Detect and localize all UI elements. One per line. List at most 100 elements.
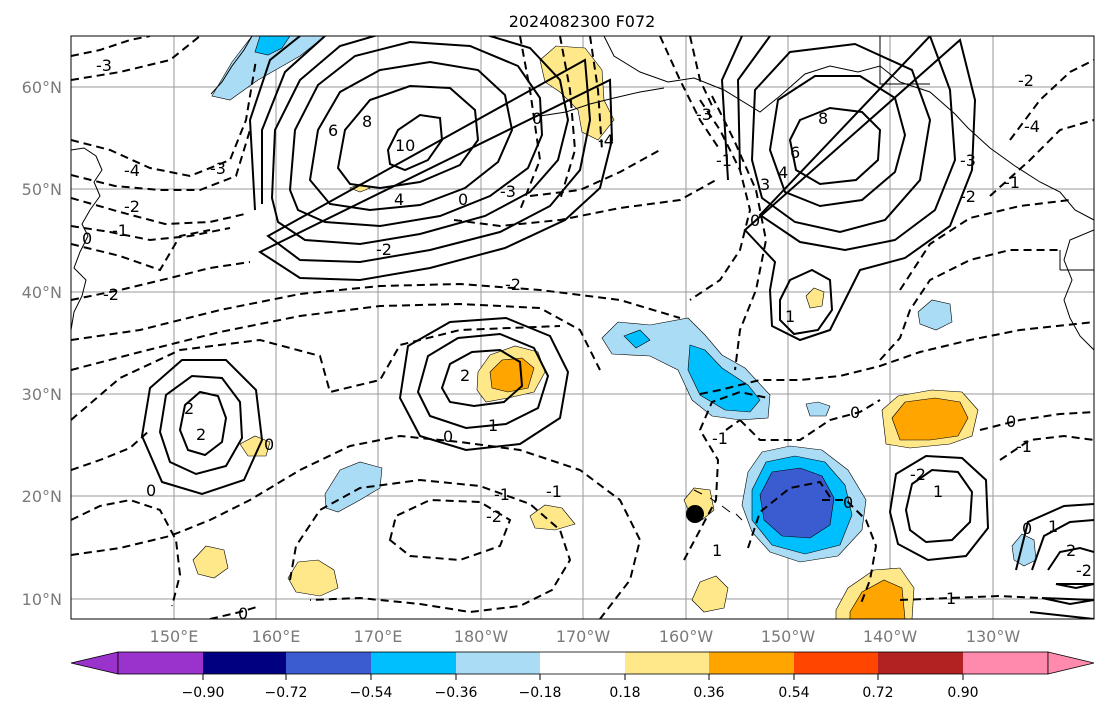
plot-frame <box>70 35 1095 620</box>
d-top-3 <box>659 36 721 151</box>
contour-label: -3 <box>500 182 516 201</box>
d-w-2 <box>71 197 246 226</box>
shade-blue-small <box>805 401 831 417</box>
coast-bc <box>1063 229 1094 351</box>
contour-label: 3 <box>760 175 770 194</box>
contour-labels: 10 8 6 4 8 6 4 3 2 2 2 1 0 1 1 1 2 0 -3 … <box>82 56 1092 623</box>
coastlines <box>71 36 1094 521</box>
colorbar: −0.90 −0.72 −0.54 −0.36 −0.18 0.18 0.36 … <box>70 651 1095 701</box>
lon-label: 150°W <box>761 627 816 646</box>
d-ne-0 <box>979 411 1094 431</box>
contour-label: 0 <box>82 229 92 248</box>
colorbar-tick-label: −0.90 <box>182 685 225 701</box>
d-top-2 <box>589 36 603 151</box>
d-w-4 <box>71 59 257 178</box>
contour-label: -2 <box>960 187 976 206</box>
colorbar-labels: −0.90 −0.72 −0.54 −0.36 −0.18 0.18 0.36 … <box>182 685 979 701</box>
hi-e-8 <box>788 106 882 186</box>
c-w-0 <box>140 359 264 496</box>
colorbar-tick-label: 0.18 <box>609 685 640 701</box>
contour-label: 0 <box>238 604 248 623</box>
c-m-2 <box>440 348 524 408</box>
d-s-2 <box>388 498 512 562</box>
colorbar-tick-label: −0.54 <box>350 685 393 701</box>
d-e-0 <box>699 321 1094 395</box>
d-s-0 <box>71 434 642 619</box>
dashed-contours <box>71 36 1094 619</box>
colorbar-segments <box>117 651 1049 675</box>
contour-label: -1 <box>1016 437 1032 456</box>
hi-e-2 <box>720 36 977 342</box>
colorbar-tick-label: 0.72 <box>862 685 893 701</box>
c-fe-1 <box>1031 519 1094 606</box>
contour-label: 0 <box>1006 412 1016 431</box>
d-mid-0 <box>71 325 561 421</box>
contour-label: 2 <box>184 399 194 418</box>
contour-label: -4 <box>124 161 140 180</box>
d-ne-1 <box>999 434 1094 461</box>
d-e-2 <box>899 199 1071 291</box>
hi-w-6 <box>308 60 514 212</box>
lon-label: 130°W <box>966 627 1021 646</box>
coast-aleutians <box>539 87 665 117</box>
contour-label: 1 <box>1048 517 1058 536</box>
c-w-1 <box>158 374 244 476</box>
shade-n-yellow <box>539 45 615 141</box>
contour-label: 10 <box>395 136 415 155</box>
contour-label: 6 <box>790 143 800 162</box>
colorbar-segment <box>540 652 625 674</box>
shade-yellow-small-e <box>805 287 825 309</box>
shade-yellow-sw <box>192 545 229 579</box>
contour-label: 4 <box>394 190 404 209</box>
contour-label: 0 <box>750 211 760 230</box>
contour-label: 1 <box>785 307 795 326</box>
lon-label: 140°W <box>863 627 918 646</box>
shade-blue-mid <box>623 329 761 413</box>
lat-axis: 60°N 50°N 40°N 30°N 20°N 10°N <box>22 78 62 609</box>
contour-label: 8 <box>818 109 828 128</box>
lon-label: 180°W <box>454 627 509 646</box>
d-se-0 <box>822 499 878 607</box>
station-dot <box>686 505 704 523</box>
lon-label: 160°E <box>252 627 301 646</box>
contour-label: 4 <box>778 163 788 182</box>
lon-label: 170°W <box>556 627 611 646</box>
contour-label: -4 <box>1024 117 1040 136</box>
lat-label: 30°N <box>22 385 62 404</box>
lat-label: 10°N <box>22 590 62 609</box>
d-w-1 <box>71 225 231 242</box>
colorbar-under-triangle <box>70 651 119 675</box>
colorbar-segment <box>456 652 540 674</box>
colorbar-tick-label: −0.72 <box>265 685 308 701</box>
d-mid-2 <box>71 282 681 341</box>
colorbar-tick-label: 0.36 <box>693 685 724 701</box>
contour-label: 0 <box>850 403 860 422</box>
contour-label: -2 <box>910 465 926 484</box>
hi-e-3 <box>736 36 957 252</box>
contour-label: 0 <box>264 435 274 454</box>
hi-e-4 <box>750 42 932 234</box>
lon-label: 160°W <box>659 627 714 646</box>
d-nw-2 <box>71 36 201 81</box>
colorbar-segment <box>709 652 794 674</box>
coast-alaska <box>603 36 1094 221</box>
d-e-4 <box>1009 59 1094 141</box>
c-fe-2 <box>1047 546 1094 590</box>
d-nw-3 <box>71 36 151 57</box>
c-w-2 <box>178 390 228 457</box>
contour-label: -1 <box>112 221 128 240</box>
contour-label: -3 <box>96 56 112 75</box>
d-w-0 <box>71 229 211 272</box>
shading-layer <box>192 36 1037 619</box>
colorbar-segment <box>203 652 286 674</box>
shade-lightblue-sw <box>324 461 383 513</box>
contour-label: -2 <box>1076 561 1092 580</box>
d-c-1 <box>689 99 752 301</box>
d-sw-2 <box>71 261 251 301</box>
contour-label: -3 <box>696 105 712 124</box>
d-top-0 <box>519 36 542 211</box>
d-w2-0 <box>71 429 151 471</box>
contour-label: 6 <box>328 121 338 140</box>
colorbar-segment <box>625 652 709 674</box>
